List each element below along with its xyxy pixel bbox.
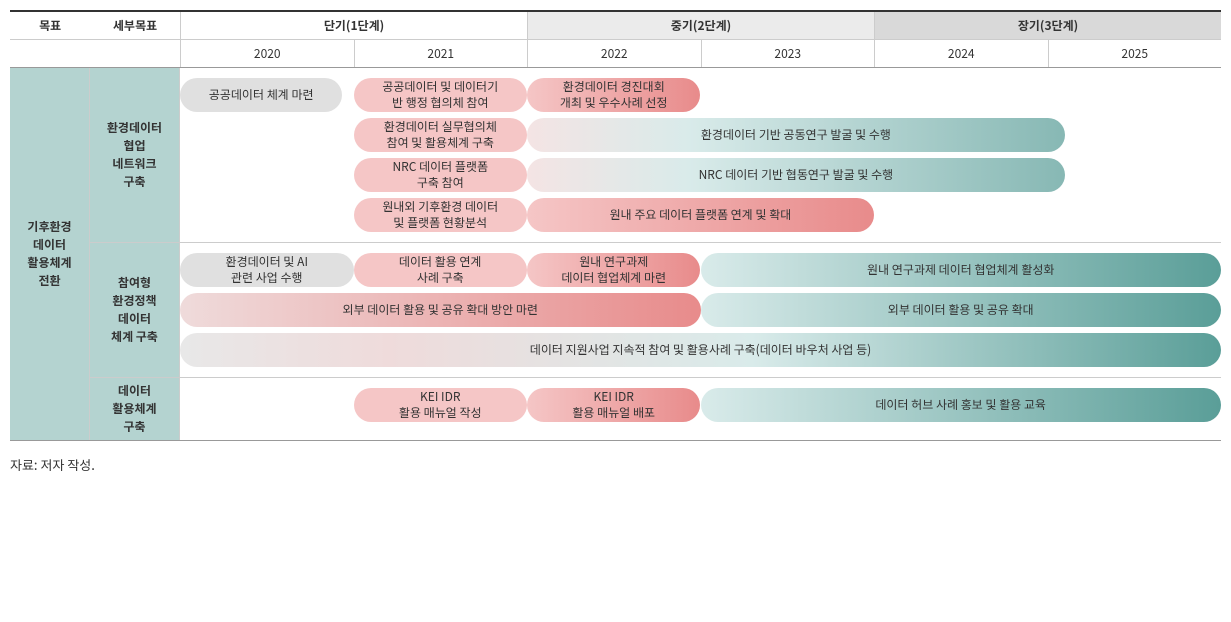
sub-row: 환경데이터 협업 네트워크 구축공공데이터 체계 마련 공공데이터 및 데이터기 … xyxy=(90,68,1221,242)
roadmap-bar: NRC 데이터 기반 협동연구 발굴 및 수행 xyxy=(527,158,1065,192)
roadmap-bar: 외부 데이터 활용 및 공유 확대 xyxy=(701,293,1222,327)
phase-header: 중기(2단계) xyxy=(527,12,874,39)
track: 환경데이터 및 AI 관련 사업 수행데이터 활용 연계 사례 구축원내 연구과… xyxy=(180,251,1221,289)
phases-container: 단기(1단계)중기(2단계)장기(3단계) xyxy=(180,12,1221,39)
track: 원내외 기후환경 데이터 및 플랫폼 현황분석원내 주요 데이터 플랫폼 연계 … xyxy=(180,196,1221,234)
header-years-row: 202020212022202320242025 xyxy=(10,40,1221,68)
sub-row: 데이터 활용체계 구축KEI IDR 활용 매뉴얼 작성KEI IDR 활용 매… xyxy=(90,377,1221,440)
subs-container: 환경데이터 협업 네트워크 구축공공데이터 체계 마련 공공데이터 및 데이터기 … xyxy=(90,68,1221,440)
sub-label: 참여형 환경정책 데이터 체계 구축 xyxy=(90,243,180,377)
phase-header: 단기(1단계) xyxy=(180,12,527,39)
year-header: 2022 xyxy=(527,40,701,67)
track: 공공데이터 체계 마련 공공데이터 및 데이터기 반 행정 협의체 참여환경데이터… xyxy=(180,76,1221,114)
year-header: 2021 xyxy=(354,40,528,67)
roadmap-bar: 환경데이터 실무협의체 참여 및 활용체계 구축 xyxy=(354,118,527,152)
sub-label: 환경데이터 협업 네트워크 구축 xyxy=(90,68,180,242)
roadmap-chart: 목표 세부목표 단기(1단계)중기(2단계)장기(3단계) 2020202120… xyxy=(10,10,1221,441)
goal-label: 기후환경 데이터 활용체계 전환 xyxy=(10,68,90,440)
track: 외부 데이터 활용 및 공유 확대 방안 마련외부 데이터 활용 및 공유 확대 xyxy=(180,291,1221,329)
track: KEI IDR 활용 매뉴얼 작성KEI IDR 활용 매뉴얼 배포데이터 허브… xyxy=(180,386,1221,424)
tracks-area: 환경데이터 및 AI 관련 사업 수행데이터 활용 연계 사례 구축원내 연구과… xyxy=(180,243,1221,377)
track: 데이터 지원사업 지속적 참여 및 활용사례 구축(데이터 바우처 사업 등) xyxy=(180,331,1221,369)
roadmap-bar: 데이터 활용 연계 사례 구축 xyxy=(354,253,527,287)
year-header: 2024 xyxy=(874,40,1048,67)
roadmap-bar: 데이터 허브 사례 홍보 및 활용 교육 xyxy=(701,388,1222,422)
header-goal: 목표 xyxy=(10,12,90,39)
year-header: 2025 xyxy=(1048,40,1222,67)
roadmap-bar: 환경데이터 및 AI 관련 사업 수행 xyxy=(180,253,354,287)
year-header: 2023 xyxy=(701,40,875,67)
tracks-area: KEI IDR 활용 매뉴얼 작성KEI IDR 활용 매뉴얼 배포데이터 허브… xyxy=(180,378,1221,440)
track: 환경데이터 실무협의체 참여 및 활용체계 구축환경데이터 기반 공동연구 발굴… xyxy=(180,116,1221,154)
chart-body: 기후환경 데이터 활용체계 전환환경데이터 협업 네트워크 구축공공데이터 체계… xyxy=(10,68,1221,440)
sub-row: 참여형 환경정책 데이터 체계 구축환경데이터 및 AI 관련 사업 수행데이터… xyxy=(90,242,1221,377)
roadmap-bar: 원내외 기후환경 데이터 및 플랫폼 현황분석 xyxy=(354,198,527,232)
roadmap-bar: 환경데이터 경진대회 개최 및 우수사례 선정 xyxy=(527,78,701,112)
roadmap-bar: 외부 데이터 활용 및 공유 확대 방안 마련 xyxy=(180,293,701,327)
roadmap-bar: 환경데이터 기반 공동연구 발굴 및 수행 xyxy=(527,118,1065,152)
roadmap-bar: 공공데이터 체계 마련 xyxy=(180,78,342,112)
source-footer: 자료: 저자 작성. xyxy=(10,455,1221,474)
year-header: 2020 xyxy=(180,40,354,67)
roadmap-bar: NRC 데이터 플랫폼 구축 참여 xyxy=(354,158,527,192)
header-sub: 세부목표 xyxy=(90,12,180,39)
track: NRC 데이터 플랫폼 구축 참여NRC 데이터 기반 협동연구 발굴 및 수행 xyxy=(180,156,1221,194)
roadmap-bar: 원내 주요 데이터 플랫폼 연계 및 확대 xyxy=(527,198,874,232)
roadmap-bar: 공공데이터 및 데이터기 반 행정 협의체 참여 xyxy=(354,78,527,112)
roadmap-bar: 데이터 지원사업 지속적 참여 및 활용사례 구축(데이터 바우처 사업 등) xyxy=(180,333,1221,367)
roadmap-bar: 원내 연구과제 데이터 협업체계 마련 xyxy=(527,253,701,287)
sub-label: 데이터 활용체계 구축 xyxy=(90,378,180,440)
years-container: 202020212022202320242025 xyxy=(180,40,1221,67)
roadmap-bar: KEI IDR 활용 매뉴얼 배포 xyxy=(527,388,701,422)
tracks-area: 공공데이터 체계 마련공공데이터 및 데이터기 반 행정 협의체 참여환경데이터… xyxy=(180,68,1221,242)
roadmap-bar: 원내 연구과제 데이터 협업체계 활성화 xyxy=(701,253,1222,287)
roadmap-bar: KEI IDR 활용 매뉴얼 작성 xyxy=(354,388,527,422)
phase-header: 장기(3단계) xyxy=(874,12,1221,39)
header-phases-row: 목표 세부목표 단기(1단계)중기(2단계)장기(3단계) xyxy=(10,12,1221,40)
